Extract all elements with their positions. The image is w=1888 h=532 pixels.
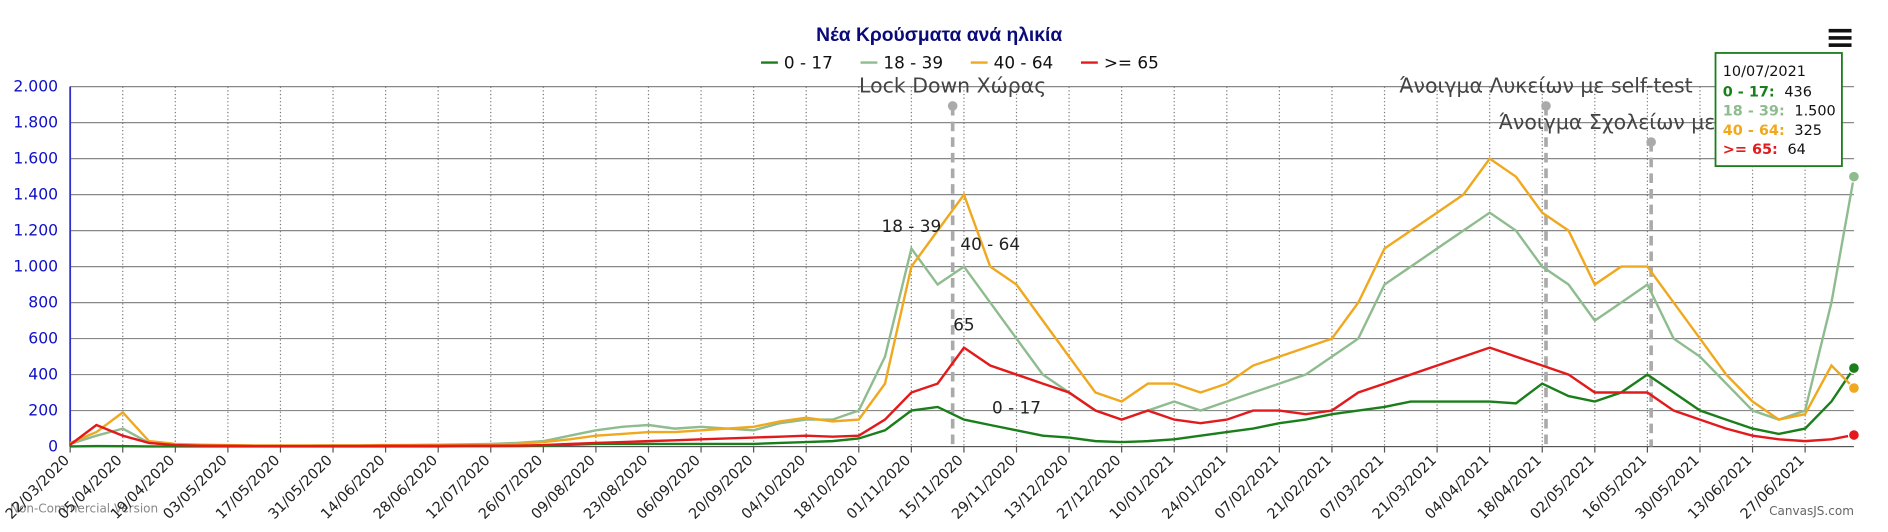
y-tick-label: 1.400 (13, 184, 58, 203)
event-marker (1646, 137, 1656, 147)
menu-bar (1828, 28, 1852, 33)
legend-label: 18 - 39 (883, 53, 943, 73)
event-marker (1541, 101, 1551, 111)
y-tick-label: 200 (28, 400, 58, 419)
tooltip-title: 10/07/2021 (1723, 64, 1806, 80)
y-tick-label: 1.000 (13, 256, 58, 275)
point-label: 65 (953, 315, 974, 335)
y-tick-label: 1.800 (13, 112, 58, 131)
series-line (69, 176, 1856, 447)
menu-button[interactable] (1828, 28, 1852, 47)
point-label: 0 - 17 (992, 397, 1041, 417)
menu-bar (1828, 43, 1852, 47)
tooltip-box (1714, 52, 1843, 168)
highlight-point (1847, 362, 1860, 375)
tooltip-name: 40 - 64: (1723, 123, 1785, 139)
series-line (69, 345, 1855, 448)
menu-bar (1828, 36, 1852, 40)
tooltip-value: 325 (1794, 123, 1822, 139)
tooltip-value: 64 (1787, 142, 1805, 158)
tooltip-name: 18 - 39: (1723, 104, 1785, 120)
y-tick-label: 0 (48, 436, 58, 455)
event-label: Άνοιγμα Λυκείων με self-test (1399, 74, 1692, 98)
highlight-point (1847, 429, 1860, 442)
tooltip-value: 1.500 (1794, 104, 1835, 120)
legend-label: >= 65 (1104, 53, 1159, 73)
y-tick-label: 1.600 (13, 148, 58, 167)
tooltip-name: 0 - 17: (1723, 84, 1775, 100)
footer-right[interactable]: CanvasJS.com (1769, 504, 1854, 518)
y-tick-label: 800 (28, 292, 58, 311)
point-label: 18 - 39 (882, 216, 942, 236)
legend-item[interactable]: 40 - 64 (970, 53, 1054, 73)
event-label: Lock Down Χώρας (859, 74, 1046, 98)
footer-left: Non-Commercial Version (10, 502, 158, 516)
chart-title: Νέα Κρούσματα ανά ηλικία (816, 25, 1062, 46)
tooltip-value: 436 (1784, 84, 1812, 100)
legend-label: 40 - 64 (994, 53, 1054, 73)
highlight-point (1847, 170, 1860, 183)
legend-item[interactable]: 0 - 17 (761, 53, 833, 73)
highlight-point (1847, 382, 1860, 395)
y-tick-label: 600 (28, 328, 58, 347)
y-tick-label: 400 (28, 364, 58, 383)
tooltip: 10/07/2021 0 - 17: 436 18 - 39: 1.500 40 - 64… (1714, 52, 1843, 168)
event-marker (947, 101, 958, 111)
legend-item[interactable]: >= 65 (1080, 53, 1159, 73)
legend-item[interactable]: 18 - 39 (860, 53, 944, 73)
y-tick-label: 2.000 (13, 76, 58, 95)
legend-label: 0 - 17 (784, 53, 833, 73)
y-tick-label: 1.200 (13, 220, 58, 239)
tooltip-name: >= 65: (1723, 142, 1778, 158)
series-line (70, 367, 1855, 448)
point-label: 40 - 64 (960, 234, 1020, 254)
